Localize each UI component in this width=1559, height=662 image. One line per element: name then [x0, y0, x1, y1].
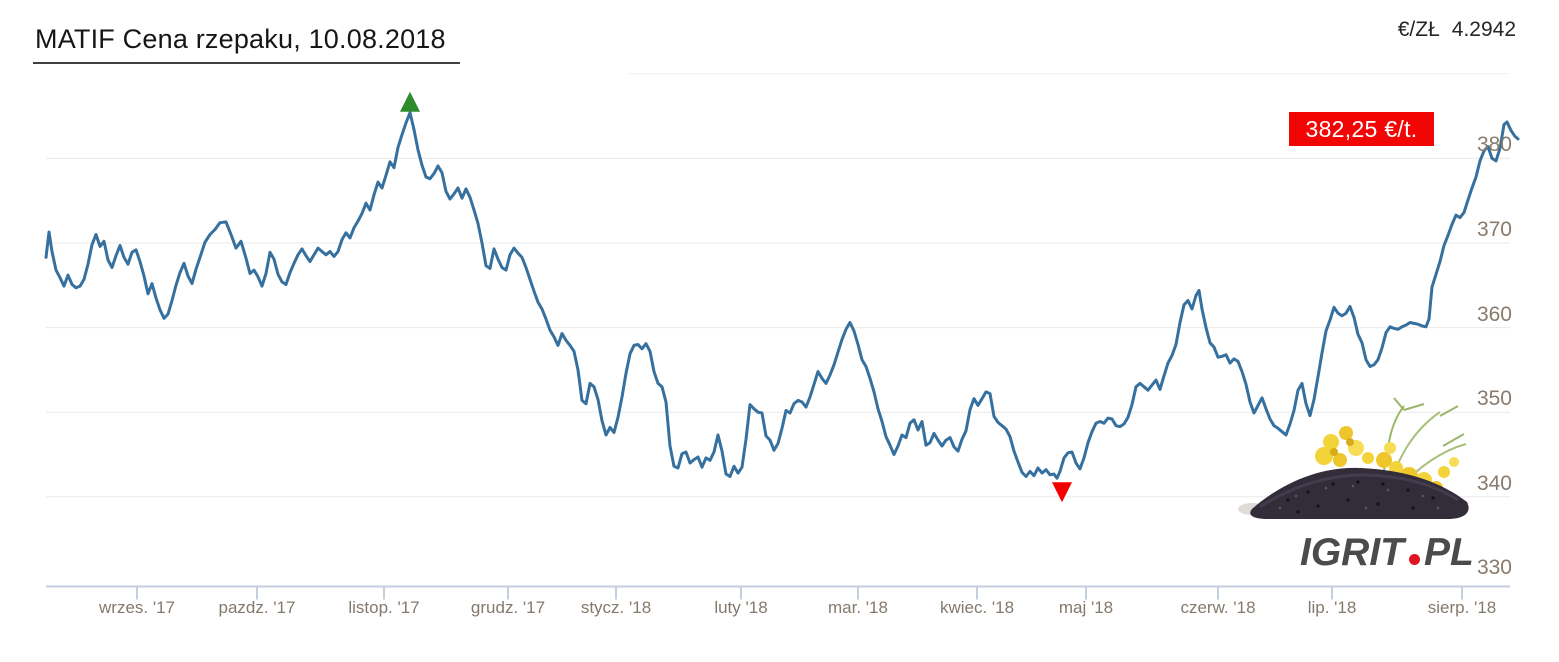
min-marker-icon — [1052, 482, 1072, 503]
y-axis-label: 360 — [1476, 303, 1512, 326]
max-marker-icon — [400, 91, 420, 112]
exchange-rate: €/ZŁ 4.2942 — [1398, 18, 1516, 42]
exchange-rate-label: €/ZŁ — [1397, 18, 1440, 41]
site-logo-tld: PL — [1424, 531, 1474, 574]
x-axis-label: wrzes. '17 — [99, 598, 175, 617]
x-axis-label: sierp. '18 — [1427, 598, 1497, 617]
rapeseed-image — [1238, 397, 1469, 519]
x-axis-label: mar. '18 — [828, 598, 888, 617]
y-axis-label: 340 — [1476, 472, 1512, 495]
rapeseed-seed-pile — [1238, 467, 1469, 519]
x-axis-label: grudz. '17 — [470, 598, 546, 617]
x-axis-label: stycz. '18 — [580, 598, 652, 617]
x-axis-label: listop. '17 — [348, 598, 420, 617]
chart-title: MATIF Cena rzepaku, 10.08.2018 — [33, 24, 460, 64]
x-axis-label: czerw. '18 — [1180, 598, 1256, 617]
x-axis-label: lip. '18 — [1307, 598, 1357, 617]
exchange-rate-value: 4.2942 — [1451, 18, 1516, 41]
x-axis-label: kwiec. '18 — [939, 598, 1015, 617]
y-axis-label: 330 — [1476, 556, 1512, 579]
x-axis-label: pazdz. '17 — [218, 598, 296, 617]
y-axis-label: 350 — [1476, 387, 1512, 410]
y-axis-label: 380 — [1476, 133, 1512, 156]
price-line — [44, 111, 1520, 480]
site-logo-name: IGRIT — [1300, 531, 1404, 574]
y-axis-label: 370 — [1476, 218, 1512, 241]
x-axis-label: luty '18 — [714, 598, 768, 617]
last-price-badge: 382,25 €/t. — [1289, 112, 1434, 146]
x-axis-label: maj '18 — [1058, 598, 1114, 617]
site-logo: IGRIT PL — [1300, 531, 1474, 575]
logo-dot-icon — [1409, 554, 1420, 565]
